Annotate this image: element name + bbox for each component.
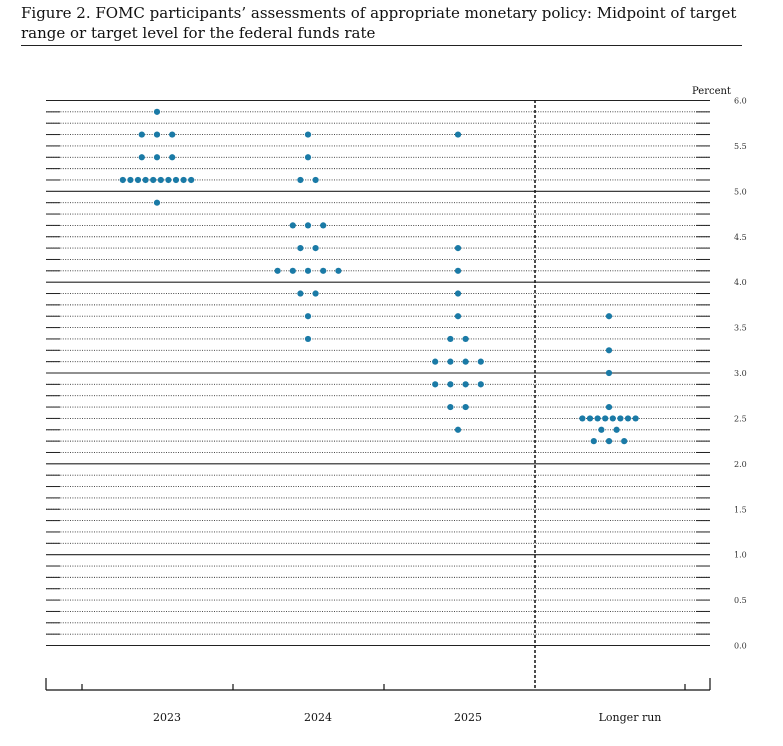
dot (289, 222, 296, 229)
dot (138, 154, 145, 161)
dot (477, 358, 484, 365)
dot (119, 176, 126, 184)
dot (304, 267, 312, 274)
y-tick-label: 2.0 (734, 460, 747, 469)
dot (454, 245, 462, 252)
x-category-labels: 2023 2024 2025 Longer run (153, 711, 661, 724)
dot (432, 358, 439, 365)
dot (462, 403, 469, 411)
dots (119, 108, 639, 445)
dot (304, 131, 312, 138)
y-tick-label: 1.0 (734, 551, 747, 560)
dot (605, 313, 613, 320)
y-tick-label: 5.0 (734, 187, 747, 196)
caption-rule (21, 45, 742, 46)
dot (454, 290, 462, 297)
y-tick-label: 6.0 (734, 97, 747, 106)
dot (586, 415, 594, 422)
dot (142, 176, 149, 184)
dot (153, 131, 161, 138)
dot (304, 154, 312, 161)
x-category-label: Longer run (599, 711, 662, 724)
dot (274, 267, 281, 274)
dot (598, 426, 605, 433)
x-category-label: 2023 (153, 711, 181, 724)
dot (180, 176, 187, 184)
y-tick-label: 3.0 (734, 369, 747, 378)
y-tick-label: 0.5 (734, 596, 747, 605)
y-tick-label: 4.5 (734, 233, 747, 242)
dot (632, 415, 639, 422)
dot (320, 222, 327, 229)
dot (590, 438, 597, 445)
dot (617, 415, 624, 422)
dot (605, 403, 613, 411)
dot (454, 131, 462, 138)
dot (312, 290, 319, 297)
dot (454, 267, 462, 274)
dot (172, 176, 180, 184)
dot (624, 415, 632, 422)
dot (609, 415, 616, 422)
dot (447, 358, 454, 365)
dot (462, 358, 469, 365)
dot (289, 267, 296, 274)
dot (138, 131, 145, 138)
dot (602, 415, 609, 422)
y-axis-label: Percent (692, 86, 731, 97)
dot (605, 438, 613, 445)
dot (447, 381, 454, 388)
dot (157, 176, 164, 184)
dot (165, 176, 172, 184)
y-tick-label: 4.0 (734, 278, 747, 287)
dot (304, 335, 312, 343)
dot (605, 369, 613, 377)
dot (153, 199, 161, 206)
dot (169, 154, 176, 161)
dot (304, 313, 312, 320)
dot (462, 335, 469, 343)
y-tick-label: 0.0 (734, 642, 747, 651)
figure-caption: Figure 2. FOMC participants’ assessments… (21, 4, 737, 42)
dot (454, 426, 462, 433)
dot (447, 403, 454, 411)
dot (304, 222, 312, 229)
dot (432, 381, 439, 388)
x-category-label: 2024 (304, 711, 332, 724)
dot (169, 131, 176, 138)
dot (447, 335, 454, 343)
y-tick-label: 2.5 (734, 414, 747, 423)
dot (335, 267, 342, 274)
dot (462, 381, 469, 388)
y-tick-labels: 0.0 0.5 1.0 1.5 2.0 2.5 3.0 3.5 4.0 4.5 5.0 5.5 6.0 (734, 97, 747, 651)
dot (153, 154, 161, 161)
dot (320, 267, 327, 274)
dot (127, 176, 134, 184)
dot (454, 313, 462, 320)
dot (188, 176, 195, 184)
y-tick-label: 3.5 (734, 324, 747, 333)
dot (613, 426, 620, 433)
x-axis (45, 678, 711, 691)
dot (477, 381, 484, 388)
dot (605, 347, 613, 354)
dot (579, 415, 586, 422)
dot (621, 438, 628, 445)
dot (153, 108, 161, 115)
dot (312, 245, 319, 252)
x-category-label: 2025 (454, 711, 482, 724)
dot (297, 290, 304, 297)
dot (297, 245, 304, 252)
y-tick-label: 5.5 (734, 142, 747, 151)
dot (297, 176, 304, 184)
dot (150, 176, 157, 184)
dot (594, 415, 601, 422)
dot (134, 176, 142, 184)
y-tick-label: 1.5 (734, 505, 747, 514)
dot (312, 176, 319, 184)
